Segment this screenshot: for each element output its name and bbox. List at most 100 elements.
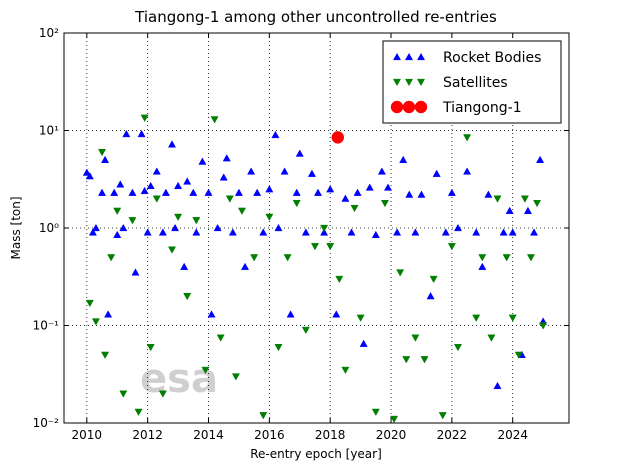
point: [128, 188, 137, 196]
point: [247, 167, 256, 175]
legend-marker: [416, 78, 426, 87]
plot-frame: [63, 32, 570, 424]
legend-marker: [392, 78, 402, 87]
point: [128, 217, 137, 225]
y-tick-label: 10⁰: [39, 221, 59, 235]
point: [301, 228, 310, 236]
point: [167, 246, 177, 254]
point: [505, 206, 514, 214]
point: [472, 314, 481, 322]
point: [326, 185, 335, 193]
point: [463, 134, 472, 142]
point: [526, 254, 535, 262]
point: [429, 275, 438, 284]
point: [502, 254, 511, 262]
point: [326, 243, 335, 251]
point: [377, 167, 386, 175]
point: [438, 412, 447, 420]
point: [411, 334, 420, 342]
point: [313, 188, 323, 196]
point: [453, 344, 462, 352]
x-tick-label: 2020: [376, 428, 407, 442]
point: [478, 262, 487, 270]
point: [533, 199, 542, 208]
point: [183, 293, 192, 301]
point: [307, 169, 316, 177]
point: [286, 310, 295, 318]
point: [420, 356, 429, 364]
y-axis-label: Mass [ton]: [9, 196, 23, 259]
point: [158, 228, 167, 236]
point: [539, 322, 548, 330]
point: [204, 188, 213, 196]
x-axis-label: Re-entry epoch [year]: [250, 447, 382, 461]
point: [225, 195, 234, 203]
point: [152, 195, 161, 203]
point: [365, 183, 374, 191]
point: [237, 207, 246, 215]
point: [274, 223, 283, 232]
x-tick-label: 2010: [72, 428, 103, 442]
point: [253, 188, 262, 196]
point: [493, 195, 502, 203]
point: [110, 188, 119, 196]
point: [283, 254, 292, 262]
point: [405, 190, 414, 198]
x-tick-label: 2016: [254, 428, 285, 442]
point: [478, 254, 487, 262]
point: [371, 408, 380, 417]
point: [201, 366, 210, 375]
point: [447, 243, 456, 251]
point: [146, 344, 155, 352]
point: [219, 173, 228, 181]
point: [174, 181, 183, 190]
legend-label: Rocket Bodies: [443, 50, 541, 66]
point: [280, 167, 289, 175]
point: [131, 268, 140, 276]
point: [432, 169, 441, 177]
point: [396, 269, 405, 277]
point: [441, 228, 450, 236]
point: [189, 188, 198, 196]
point: [119, 223, 128, 232]
point: [265, 185, 274, 193]
legend-marker: [390, 100, 404, 114]
watermark: esa: [140, 356, 218, 402]
point: [101, 351, 110, 359]
x-tick-label: 2018: [315, 428, 346, 442]
point: [116, 180, 125, 188]
legend-marker: [404, 78, 414, 87]
point: [231, 373, 240, 381]
point: [240, 262, 250, 270]
point: [259, 228, 268, 236]
legend-marker: [414, 100, 428, 114]
point: [393, 228, 402, 236]
legend-marker: [402, 100, 416, 114]
point: [228, 228, 237, 236]
point: [508, 228, 517, 236]
point: [371, 230, 380, 239]
point: [98, 188, 107, 196]
point: [426, 292, 435, 300]
point: [265, 213, 274, 222]
point: [274, 344, 283, 352]
point: [119, 390, 128, 398]
point: [216, 334, 225, 342]
point: [499, 228, 508, 236]
point: [213, 223, 222, 232]
point: [91, 223, 100, 232]
y-tick-label: 10¹: [39, 124, 59, 138]
point: [158, 390, 167, 398]
point: [271, 130, 280, 139]
y-tick-label: 10⁻²: [33, 416, 60, 430]
point: [292, 188, 301, 196]
point: [167, 140, 177, 148]
point: [411, 228, 420, 236]
point: [493, 381, 502, 390]
point: [171, 223, 180, 232]
point: [140, 114, 149, 122]
point: [331, 131, 345, 144]
point: [234, 188, 243, 196]
legend-marker: [392, 52, 402, 61]
point: [113, 230, 122, 239]
